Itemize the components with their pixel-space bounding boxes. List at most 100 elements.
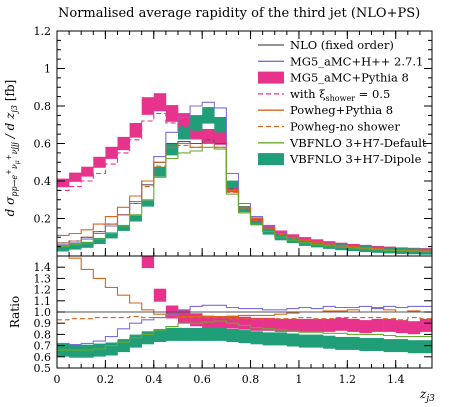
ratio-powheg-pythia-8-line bbox=[68, 256, 432, 318]
chart-title: Normalised average rapidity of the third… bbox=[58, 6, 420, 21]
legend-swatch bbox=[258, 71, 284, 84]
x-axis-label-sub: j3 bbox=[424, 394, 435, 404]
ratio-vbfnlo-3-h7-dipole-bin bbox=[419, 340, 432, 354]
ylabel-part: / d z bbox=[3, 112, 17, 142]
ratio-y-tick-label: 1.2 bbox=[34, 284, 52, 297]
ratio-vbfnlo-3-h7-dipole-bin bbox=[395, 339, 409, 353]
main-vbfnlo-3-h7-dipole-bin bbox=[93, 238, 106, 244]
ylabel-part: ν bbox=[10, 149, 19, 154]
main-vbfnlo-3-h7-dipole-bin bbox=[141, 200, 155, 207]
x-axis-label: zj3 bbox=[419, 387, 435, 404]
main-mg5-amc-pythia-8-bin bbox=[153, 93, 167, 112]
ratio-y-tick-label: 0.8 bbox=[34, 328, 52, 341]
main-vbfnlo-3-h7-dipole-bin bbox=[165, 142, 179, 156]
main-vbfnlo-3-h7-dipole-bin bbox=[117, 224, 130, 231]
ratio-vbfnlo-3-h7-dipole-bin bbox=[274, 332, 288, 346]
x-tick-label: 0.2 bbox=[97, 373, 115, 386]
ratio-vbfnlo-3-h7-dipole-bin bbox=[323, 335, 336, 349]
main-vbfnlo-3-h7-dipole-bin bbox=[214, 117, 227, 133]
ylabel-part: + bbox=[5, 154, 13, 160]
main-y-tick-label: 0.2 bbox=[34, 213, 52, 226]
main-mg5-amc-pythia-8-bin bbox=[57, 178, 70, 188]
main-vbfnlo-3-h7-dipole-bin bbox=[250, 219, 263, 226]
main-mg5-amc-pythia-8-bin bbox=[214, 130, 227, 145]
ratio-vbfnlo-3-h7-dipole-bin bbox=[226, 329, 239, 342]
x-tick-label: 1.4 bbox=[387, 373, 405, 386]
ratio-mg5-amc-pythia-8-bin bbox=[93, 205, 105, 218]
ratio-vbfnlo-3-h7-dipole-bin bbox=[298, 334, 312, 348]
ratio-vbfnlo-3-h7-dipole-bin bbox=[407, 340, 421, 354]
ratio-vbfnlo-3-h7-dipole-bin bbox=[69, 344, 82, 358]
main-vbfnlo-3-h7-dipole-bin bbox=[153, 166, 167, 177]
ratio-y-tick-label: 0.9 bbox=[34, 317, 52, 330]
ratio-vbfnlo-3-h7-dipole-bin bbox=[129, 334, 142, 348]
legend-label: MG5_aMC+Pythia 8 bbox=[290, 71, 409, 85]
ratio-y-tick-label: 1.0 bbox=[34, 306, 52, 319]
legend: NLO (fixed order) MG5_aMC+H++ 2.7.1 MG5_aM… bbox=[258, 38, 427, 166]
ratio-mg5-amc-pythia-8-bin bbox=[419, 318, 432, 332]
ratio-y-tick-label: 1.3 bbox=[34, 272, 52, 285]
legend-label: VBFNLO 3+H7-Dipole bbox=[289, 152, 422, 166]
ratio-vbfnlo-3-h7-dipole-bin bbox=[153, 329, 167, 342]
main-vbfnlo-3-h7-dipole-bin bbox=[178, 125, 191, 140]
legend-label: MG5_aMC+H++ 2.7.1 bbox=[290, 54, 423, 68]
legend-label-sub: shower bbox=[326, 94, 356, 103]
ratio-vbfnlo-3-h7-dipole-bin bbox=[214, 327, 227, 341]
legend-swatch bbox=[258, 153, 284, 166]
main-y-tick-label: 1 bbox=[44, 63, 51, 76]
ratio-mg5-amc-pythia-8-bin bbox=[262, 317, 275, 331]
ylabel-part: jjj bbox=[10, 142, 19, 152]
ratio-mg5-amc-pythia-8-bin bbox=[214, 316, 227, 330]
ratio-vbfnlo-3-h7-dipole-bin bbox=[383, 339, 396, 353]
ratio-vbfnlo-3-h7-dipole-bin bbox=[105, 342, 118, 356]
ratio-y-tick-label: 0.5 bbox=[34, 362, 52, 375]
ratio-mg5-amc-pythia-8-bin bbox=[371, 318, 384, 332]
ratio-vbfnlo-3-h7-dipole-bin bbox=[311, 334, 324, 348]
ratio-mg5-amc-pythia-8-bin bbox=[335, 317, 348, 331]
ratio-mg5-amc-pythia-8-bin bbox=[105, 216, 117, 229]
main-vbfnlo-3-h7-dipole-bin bbox=[129, 215, 142, 222]
x-tick-label: 1 bbox=[295, 373, 302, 386]
legend-label: Powheg+Pythia 8 bbox=[290, 103, 393, 117]
main-mg5-amc-pythia-8-bin bbox=[93, 156, 106, 168]
ratio-mg5-amc-pythia-8-bin bbox=[383, 318, 396, 332]
main-mg5-amc-pythia-8-bin bbox=[202, 129, 215, 144]
ratio-mg5-amc-pythia-8-bin bbox=[298, 318, 312, 332]
ratio-mg5-amc-pythia-8-bin bbox=[250, 317, 263, 331]
main-with-shower-0-5-line bbox=[57, 112, 432, 252]
main-powheg-no-shower-line bbox=[57, 142, 432, 252]
ratio-mg5-amc-h-2-7-1-line bbox=[57, 304, 432, 346]
main-vbfnlo-3-h7-dipole-bin bbox=[57, 245, 70, 252]
ylabel-part: μ bbox=[14, 160, 21, 164]
ratio-vbfnlo-3-h7-dipole-bin bbox=[202, 327, 215, 341]
ratio-vbfnlo-3-h7-dipole-bin bbox=[165, 327, 179, 341]
ratio-y-tick-label: 1.1 bbox=[34, 295, 52, 308]
main-y-tick-label: 0.4 bbox=[34, 175, 52, 188]
ratio-mg5-amc-pythia-8-bin bbox=[190, 313, 203, 327]
ratio-vbfnlo-3-h7-dipole-bin bbox=[238, 330, 251, 344]
ylabel-part: pp→e bbox=[10, 175, 19, 197]
ylabel-part: + bbox=[5, 169, 13, 175]
ratio-y-tick-label: 0.6 bbox=[34, 351, 52, 364]
ratio-y-tick-label: 0.7 bbox=[34, 340, 52, 353]
ratio-vbfnlo-3-h7-dipole-bin bbox=[190, 327, 203, 341]
ratio-y-axis-label: Ratio bbox=[8, 296, 22, 328]
ratio-vbfnlo-3-h7-dipole-bin bbox=[141, 331, 155, 345]
ratio-vbfnlo-3-h7-dipole-bin bbox=[347, 336, 360, 350]
main-vbfnlo-3-h7-dipole-bin bbox=[69, 243, 82, 250]
x-tick-label: 0 bbox=[54, 373, 61, 386]
x-axis-label-text: zj3 bbox=[419, 387, 435, 404]
ratio-panel: 0.50.60.70.80.91.01.11.21.31.40 0.2 0.4 0.6… bbox=[34, 31, 433, 386]
main-vbfnlo-3-h7-dipole-bin bbox=[105, 232, 118, 239]
ylabel-part: d σ bbox=[3, 196, 17, 216]
ratio-vbfnlo-3-h7-default-line bbox=[57, 320, 432, 351]
ratio-mg5-amc-pythia-8-bin bbox=[130, 238, 142, 251]
main-series-group bbox=[57, 93, 432, 255]
ratio-vbfnlo-3-h7-dipole-bin bbox=[117, 339, 130, 353]
main-mg5-amc-pythia-8-bin bbox=[105, 146, 118, 159]
ratio-mg5-amc-pythia-8-bin bbox=[407, 321, 421, 335]
ratio-vbfnlo-3-h7-dipole-bin bbox=[359, 338, 372, 351]
ylabel-part: [fb] bbox=[3, 80, 17, 105]
legend-label: Powheg-no shower bbox=[290, 120, 400, 134]
ratio-mg5-amc-pythia-8-bin bbox=[238, 316, 251, 330]
